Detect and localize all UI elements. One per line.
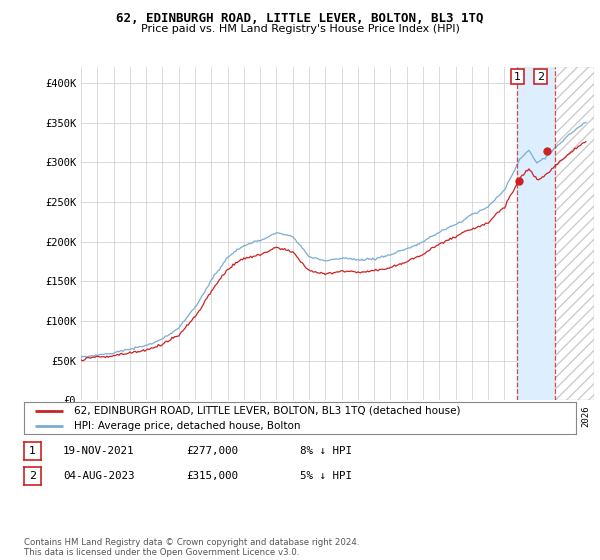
Text: £315,000: £315,000: [186, 471, 238, 481]
Text: 1: 1: [514, 72, 521, 82]
Text: HPI: Average price, detached house, Bolton: HPI: Average price, detached house, Bolt…: [74, 421, 300, 431]
Text: 04-AUG-2023: 04-AUG-2023: [63, 471, 134, 481]
Text: 62, EDINBURGH ROAD, LITTLE LEVER, BOLTON, BL3 1TQ: 62, EDINBURGH ROAD, LITTLE LEVER, BOLTON…: [116, 12, 484, 25]
Text: Price paid vs. HM Land Registry's House Price Index (HPI): Price paid vs. HM Land Registry's House …: [140, 24, 460, 34]
Text: 2: 2: [29, 471, 36, 481]
Bar: [555, 67, 594, 400]
Text: 62, EDINBURGH ROAD, LITTLE LEVER, BOLTON, BL3 1TQ (detached house): 62, EDINBURGH ROAD, LITTLE LEVER, BOLTON…: [74, 405, 460, 416]
Text: 1: 1: [29, 446, 36, 456]
Text: 19-NOV-2021: 19-NOV-2021: [63, 446, 134, 456]
Bar: [555, 67, 594, 400]
Text: 2: 2: [536, 72, 544, 82]
Text: Contains HM Land Registry data © Crown copyright and database right 2024.
This d: Contains HM Land Registry data © Crown c…: [24, 538, 359, 557]
Bar: [517, 67, 555, 400]
Text: 5% ↓ HPI: 5% ↓ HPI: [300, 471, 352, 481]
Text: 8% ↓ HPI: 8% ↓ HPI: [300, 446, 352, 456]
Text: £277,000: £277,000: [186, 446, 238, 456]
